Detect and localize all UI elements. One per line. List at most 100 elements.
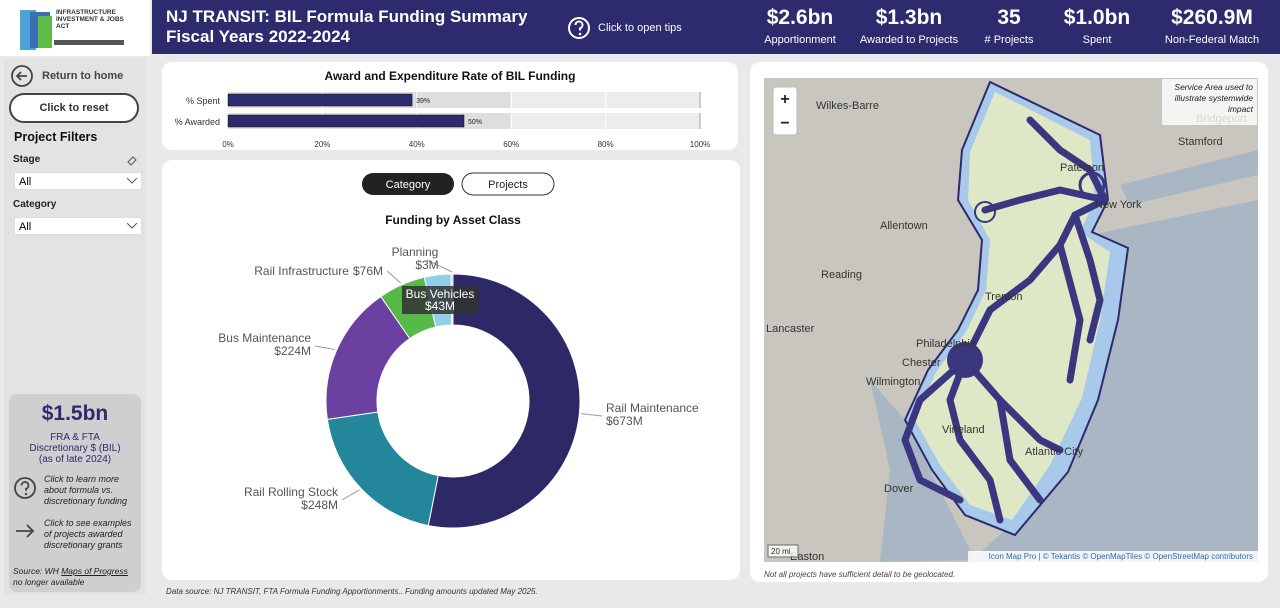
- slice-value: $76M: [353, 264, 383, 278]
- source-note: Source: WH Maps of Progress no longer av…: [13, 566, 139, 588]
- leader-line: [386, 270, 402, 284]
- city-label: Philadelphia: [916, 338, 977, 350]
- chart-title: Award and Expenditure Rate of BIL Fundin…: [325, 69, 576, 83]
- bar: [227, 93, 413, 107]
- stage-dropdown[interactable]: All: [14, 172, 142, 190]
- logo: [20, 10, 124, 50]
- slice-label: Bus Maintenance: [218, 331, 311, 345]
- kpi-value: $1.3bn: [875, 6, 943, 29]
- value-label: 50%: [468, 119, 482, 126]
- slice-label: Bus Vehicles: [406, 287, 475, 301]
- scale-text: 20 mi: [771, 547, 791, 556]
- donut-slice: [326, 411, 439, 527]
- source-link[interactable]: Maps of Progress: [61, 566, 128, 576]
- kpi-value: $2.6bn: [766, 6, 834, 29]
- tooltip: [402, 286, 478, 314]
- learn-text[interactable]: Click to learn more about formula vs. di…: [44, 474, 128, 506]
- city-label: Trenton: [985, 291, 1023, 303]
- city-label: Wilkes-Barre: [816, 100, 879, 112]
- city-label: Dover: [884, 483, 914, 495]
- slice-value: $673M: [606, 414, 643, 428]
- map-note-line: illustrate systemwide: [1175, 93, 1254, 103]
- source-prefix: Source: WH: [13, 566, 59, 576]
- category-dropdown[interactable]: All: [14, 217, 142, 235]
- x-tick-label: 100%: [690, 140, 710, 149]
- x-tick-label: 80%: [598, 140, 614, 149]
- slice-label: Rail Maintenance: [606, 401, 699, 415]
- city-label: Atlantic City: [1025, 446, 1084, 458]
- clear-filter-icon[interactable]: [126, 154, 138, 166]
- map-sound: [1120, 150, 1258, 205]
- slice-label: Rail Infrastructure $76M: [254, 264, 383, 278]
- chart-title: Funding by Asset Class: [385, 213, 521, 227]
- attribution[interactable]: Icon Map Pro | © Tekantis © OpenMapTiles…: [989, 552, 1253, 561]
- examples-icon[interactable]: [13, 519, 37, 543]
- toggle-projects[interactable]: [461, 172, 555, 196]
- kpi-label: Spent: [1082, 34, 1112, 46]
- tips-button[interactable]: Click to open tips: [566, 16, 682, 40]
- map-note-line: Service Area used to: [1174, 82, 1253, 92]
- zoom-out[interactable]: −: [780, 115, 789, 132]
- map-ocean: [970, 200, 1258, 562]
- toggle-category[interactable]: [362, 173, 454, 195]
- logo-area: INFRASTRUCTURE INVESTMENT & JOBS ACT: [0, 0, 150, 56]
- stage-label: Stage: [13, 154, 41, 165]
- kpi-label: Apportionment: [764, 34, 836, 46]
- kpi-label: Non-Federal Match: [1164, 34, 1260, 46]
- kpi-value: $1.0bn: [1063, 6, 1131, 29]
- home-icon: [11, 65, 33, 87]
- zoom-in[interactable]: +: [780, 91, 789, 108]
- footer: Data source: NJ TRANSIT, FTA Formula Fun…: [166, 587, 538, 596]
- reset-button[interactable]: Click to reset: [9, 93, 139, 123]
- home-text: Return to home: [42, 70, 124, 82]
- leader-line: [581, 413, 603, 417]
- scale-bar: [767, 544, 799, 558]
- category-label: % Awarded: [175, 117, 220, 127]
- chevron: [127, 178, 137, 184]
- leader-line: [314, 345, 335, 351]
- category-value: All: [19, 221, 32, 233]
- x-tick-label: 60%: [503, 140, 519, 149]
- slice-value: $43M: [425, 299, 455, 313]
- kpi-value: 35: [997, 6, 1021, 29]
- map: Wilkes-Barre Allentown Reading Lancaster Phi…: [764, 78, 1258, 563]
- kpi-label: # Projects: [984, 34, 1034, 46]
- toggle-projects-text[interactable]: Projects: [488, 179, 528, 191]
- city-label: Allentown: [880, 220, 928, 232]
- examples-text[interactable]: Click to see examples of projects awarde…: [44, 518, 132, 550]
- discretionary-card: $1.5bn FRA & FTA Discretionary $ (BIL) (…: [9, 394, 141, 592]
- stage-value: All: [19, 176, 32, 188]
- home-button[interactable]: Return to home: [10, 64, 123, 88]
- sidebar: Return to home Click to reset Project Fi…: [4, 58, 146, 595]
- kpi: $1.0bn Spent: [1037, 6, 1157, 46]
- kpi-label: Awarded to Projects: [859, 34, 959, 46]
- state-land: [915, 92, 1110, 520]
- toggle-category-text[interactable]: Category: [386, 179, 431, 191]
- map-bay: [870, 380, 975, 562]
- category-label: % Spent: [186, 96, 221, 106]
- discretionary-value: $1.5bn: [41, 402, 109, 425]
- kpi: $1.3bn Awarded to Projects: [849, 6, 969, 46]
- city-label: Chester: [902, 357, 941, 369]
- city-label: Vineland: [942, 424, 985, 436]
- tips-text: Click to open tips: [598, 22, 682, 34]
- map-note: Service Area used to illustrate systemwid…: [1174, 82, 1253, 114]
- hub: [974, 201, 996, 223]
- kpi: $260.9M Non-Federal Match: [1152, 6, 1272, 46]
- city-label: Stamford: [1178, 136, 1223, 148]
- header-bar: NJ TRANSIT: BIL Formula Funding Summary …: [152, 0, 1280, 54]
- kpi-value: $260.9M: [1171, 6, 1253, 29]
- x-tick-label: 20%: [314, 140, 330, 149]
- learn-icon[interactable]: [13, 476, 37, 500]
- zoom-control: [772, 86, 798, 136]
- kpi: $2.6bn Apportionment: [740, 6, 860, 46]
- city-label: Easton: [790, 551, 824, 563]
- donut-slice: [427, 273, 581, 529]
- slice-value: $224M: [274, 344, 311, 358]
- x-tick-label: 40%: [409, 140, 425, 149]
- logo-text: INFRASTRUCTURE INVESTMENT & JOBS ACT: [56, 9, 124, 30]
- transit-lines: [901, 116, 1109, 524]
- slice-label: Rail Rolling Stock: [244, 485, 339, 499]
